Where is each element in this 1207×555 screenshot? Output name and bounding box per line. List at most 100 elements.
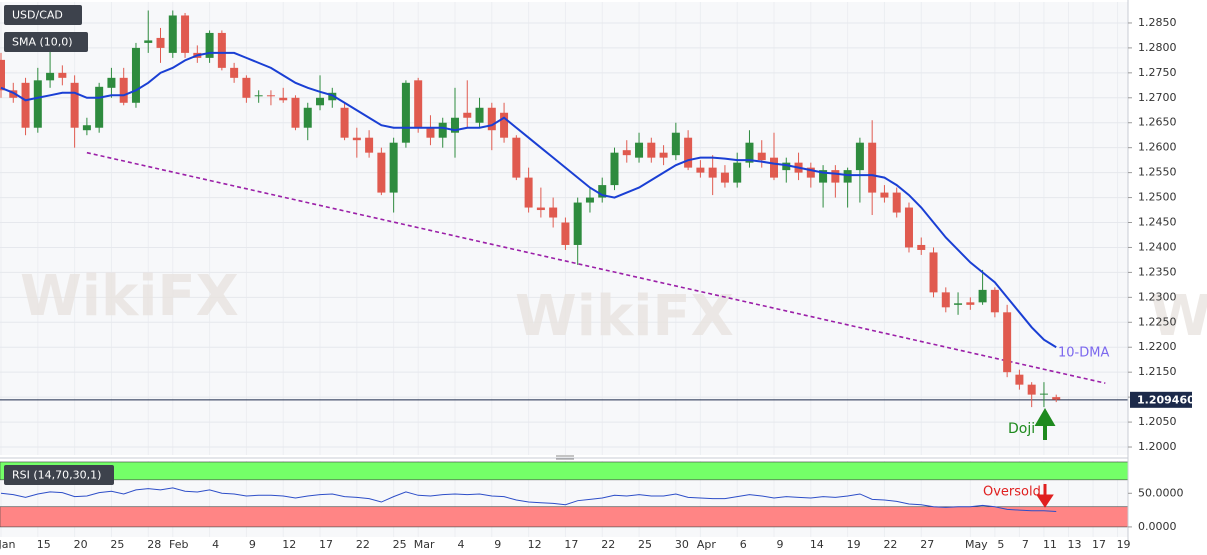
x-tick-label: 5 (997, 538, 1004, 551)
candle-body (438, 122, 447, 138)
candle-body (770, 157, 779, 178)
candle-body (573, 202, 582, 245)
candle-body (242, 77, 251, 98)
candle-body (131, 47, 140, 103)
candle-body (733, 162, 742, 183)
doji-annotation: Doji (1008, 421, 1035, 437)
y-tick-label: 1.2350 (1138, 265, 1177, 278)
candle-body (266, 95, 275, 97)
candle-body (205, 32, 214, 58)
y-tick-label: 1.2600 (1138, 141, 1177, 154)
x-tick-label: 12 (282, 538, 296, 551)
oversold-annotation: Oversold (983, 485, 1041, 500)
x-tick-label: 25 (110, 538, 124, 551)
x-tick-label: 28 (147, 538, 161, 551)
candle-body (892, 192, 901, 213)
candle-body (708, 167, 717, 178)
candle-body (1039, 393, 1048, 395)
candle-body (426, 127, 435, 138)
candle-body (303, 107, 312, 128)
candle-body (450, 117, 459, 133)
y-tick-label: 1.2700 (1138, 91, 1177, 104)
candle-body (1052, 397, 1061, 400)
y-tick-label: 1.2500 (1138, 191, 1177, 204)
candle-body (58, 72, 67, 78)
rsi-label: RSI (14,70,30,1) (12, 469, 101, 482)
candle-body (401, 82, 410, 143)
candle-body (635, 142, 644, 158)
candle-body (696, 167, 705, 173)
divider-grip[interactable] (556, 455, 574, 460)
candle-body (966, 302, 975, 305)
candle-body (328, 92, 337, 101)
watermark: WikiFX (515, 284, 734, 349)
x-tick-label: 11 (1043, 538, 1057, 551)
candle-body (487, 107, 496, 131)
rsi-y-tick-label: 50.0000 (1138, 486, 1184, 499)
candle-body (880, 192, 889, 198)
rsi-band (0, 461, 1129, 481)
x-tick-label: 4 (457, 538, 464, 551)
candle-body (230, 67, 239, 78)
down-arrow (1036, 484, 1054, 508)
x-tick-label: 9 (777, 538, 784, 551)
symbol-box[interactable] (4, 5, 82, 25)
rsi-y-tick-label: 0.0000 (1138, 520, 1177, 533)
y-tick-label: 1.2000 (1138, 440, 1177, 453)
candle-body (598, 185, 607, 198)
x-tick-label: 17 (319, 538, 333, 551)
candle-body (647, 142, 656, 158)
candle-body (291, 97, 300, 128)
candle-body (500, 112, 509, 138)
y-tick-label: 1.2200 (1138, 340, 1177, 353)
x-tick-label: Apr (697, 538, 717, 551)
x-tick-label: 9 (494, 538, 501, 551)
candle-body (868, 142, 877, 193)
x-tick-label: 9 (249, 538, 256, 551)
y-tick-label: 1.2300 (1138, 290, 1177, 303)
candle-body (70, 82, 79, 128)
candle-body (377, 152, 386, 193)
sma-label: SMA (10,0) (12, 36, 73, 49)
x-tick-label: 25 (638, 538, 652, 551)
x-tick-label: 22 (601, 538, 615, 551)
y-tick-label: 1.2050 (1138, 415, 1177, 428)
candle-body (475, 107, 484, 123)
x-tick-label: Feb (169, 538, 188, 551)
x-tick-label: May (965, 538, 988, 551)
x-tick-label: 13 (1067, 538, 1081, 551)
candle-body (904, 207, 913, 248)
watermark: WikiFX (20, 264, 239, 329)
rsi-bands (0, 461, 1129, 528)
last-price-box (1130, 391, 1192, 408)
x-tick-label: 15 (37, 538, 51, 551)
candle-body (95, 86, 104, 128)
trendline (86, 151, 1106, 384)
candle-body (340, 107, 349, 138)
candle-body (843, 170, 852, 183)
candle-body (524, 177, 533, 208)
candle-body (757, 152, 766, 161)
candle-body (585, 197, 594, 203)
watermark: WikiFX (1150, 284, 1207, 349)
sma-line (0, 51, 1057, 349)
x-tick-label: 12 (528, 538, 542, 551)
candle-body (954, 303, 963, 305)
x-tick-label: 17 (1092, 538, 1106, 551)
candle-body (254, 95, 263, 97)
y-tick-label: 1.2250 (1138, 315, 1177, 328)
candle-body (806, 167, 815, 178)
y-tick-label: 1.2400 (1138, 240, 1177, 253)
candle-body (82, 125, 91, 131)
candle-body (33, 80, 42, 128)
x-tick-label: 25 (393, 538, 407, 551)
marks (0, 10, 1128, 512)
sma-box[interactable] (4, 32, 88, 52)
y-tick-label: 1.2750 (1138, 66, 1177, 79)
candle-body (107, 77, 116, 88)
x-tick-label: 6 (740, 538, 747, 551)
candle-body (46, 72, 55, 81)
rsi-box[interactable] (4, 465, 114, 485)
x-tick-label: 19 (1117, 538, 1131, 551)
